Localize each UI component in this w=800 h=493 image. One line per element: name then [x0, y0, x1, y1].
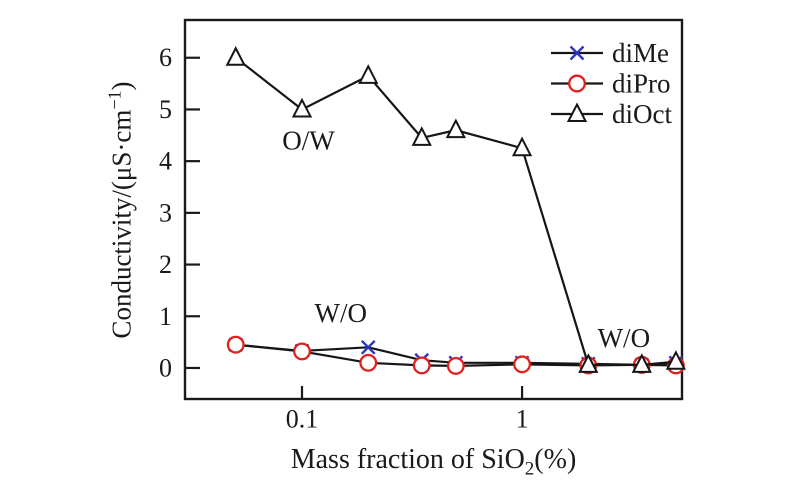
y-tick-label: 2	[159, 250, 172, 279]
legend-marker-diPro	[568, 74, 586, 93]
legend-label-diPro: diPro	[612, 69, 671, 99]
chart-annotations: O/W W/O W/O	[282, 125, 650, 353]
plot-frame	[183, 18, 684, 401]
x-tick-label: 1	[516, 404, 529, 433]
marker-diOct	[578, 353, 599, 373]
marker-diOct	[225, 46, 246, 66]
marker-diOct	[631, 353, 652, 373]
legend-label-diMe: diMe	[612, 38, 669, 68]
annotation-0: O/W	[282, 125, 335, 155]
x-axis-label-subscript: 2	[524, 458, 535, 480]
x-axis-label-text: Mass fraction of SiO	[290, 444, 525, 475]
y-axis-label-superscript: −1	[104, 90, 125, 110]
legend-marker-diMe	[569, 45, 585, 61]
x-axis-label: Mass fraction of SiO2(%)	[185, 444, 682, 481]
marker-diOct	[511, 136, 533, 157]
marker-diPro	[513, 355, 532, 374]
marker-diOct	[291, 97, 313, 118]
annotation-2: W/O	[598, 323, 650, 353]
marker-diOct	[665, 350, 687, 370]
legend-marker-diOct	[566, 102, 588, 122]
y-tick-label: 1	[159, 302, 172, 331]
marker-diOct	[411, 126, 432, 146]
y-tick-label: 5	[159, 95, 172, 124]
legend-label-diOct: diOct	[612, 99, 672, 129]
marker-diPro	[226, 335, 245, 354]
axis-ticks: 0 1 2 3 4 5 6 0.1 1	[159, 43, 529, 433]
marker-diOct	[445, 118, 466, 139]
marker-diPro	[446, 356, 465, 375]
y-tick-label: 6	[159, 43, 172, 72]
marker-diOct	[358, 64, 379, 84]
y-tick-label: 3	[159, 198, 172, 227]
x-axis-label-suffix: (%)	[534, 444, 577, 475]
x-tick-label: 0.1	[286, 404, 319, 433]
y-axis-label: Conductivity/(μS·cm−1)	[105, 81, 138, 338]
plot-border	[183, 18, 684, 401]
marker-diPro	[412, 356, 431, 375]
y-tick-label: 4	[159, 147, 172, 176]
annotation-1: W/O	[315, 298, 367, 328]
data-series	[225, 46, 687, 375]
marker-diPro	[293, 342, 311, 361]
marker-diMe	[360, 339, 376, 355]
y-axis-label-suffix: )	[106, 81, 137, 91]
y-axis-label-text: Conductivity/(μS·cm	[106, 109, 137, 339]
y-tick-label: 0	[159, 353, 172, 382]
marker-diPro	[359, 353, 378, 372]
